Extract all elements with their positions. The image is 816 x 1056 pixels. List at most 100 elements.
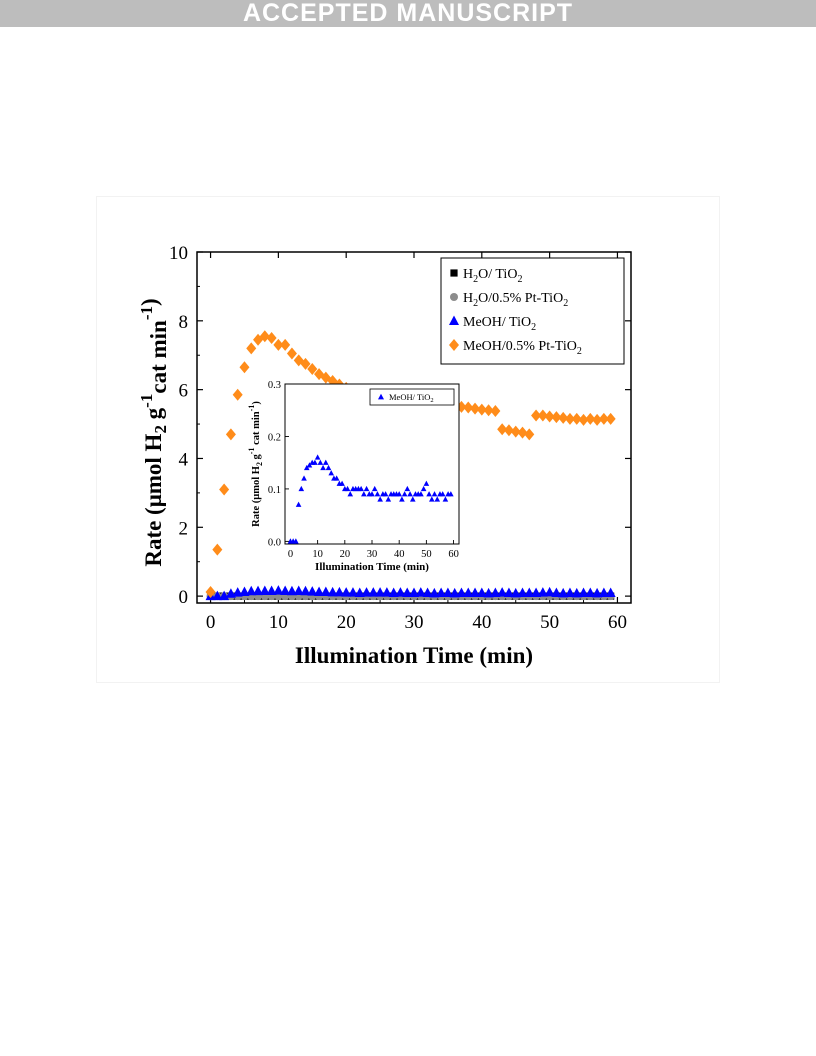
data-point [368, 587, 379, 597]
legend-box [440, 257, 625, 365]
data-point [347, 587, 358, 597]
data-point [219, 483, 230, 496]
legend-marker [449, 315, 459, 325]
data-point [246, 585, 257, 596]
data-point [571, 412, 582, 425]
data-point [415, 587, 426, 597]
data-point [286, 347, 297, 360]
main-legend: H2O/ TiO2 H2O/0.5% Pt-TiO2 MeOH/ TiO2 MeOH/… [440, 257, 625, 365]
inset-data-point [363, 485, 370, 492]
data-point [483, 404, 494, 417]
data-point [266, 332, 277, 345]
data-point [598, 412, 609, 425]
data-point [490, 587, 501, 598]
legend-marker [450, 269, 458, 277]
inset-data-point [382, 491, 389, 497]
data-point [490, 404, 501, 417]
data-point [605, 412, 616, 425]
inset-y-tick-label: 0.0 [268, 537, 281, 548]
data-point [558, 411, 569, 424]
inset-data-point [320, 464, 326, 471]
data-point [476, 403, 487, 416]
x-tick-label: 60 [608, 612, 627, 633]
data-point [558, 587, 569, 598]
inset-data-point [339, 480, 345, 486]
data-point [212, 590, 223, 601]
inset-data-point [429, 496, 435, 502]
data-point [239, 361, 250, 374]
data-point [497, 587, 508, 597]
data-point [232, 587, 243, 597]
y-tick-label: 10 [169, 243, 188, 264]
data-point [375, 587, 386, 597]
data-point [402, 587, 413, 598]
inset-data-point [399, 496, 405, 502]
inset-x-tick-label: 10 [312, 549, 323, 560]
data-point [598, 587, 609, 598]
data-point [395, 587, 406, 597]
data-point [497, 423, 508, 436]
x-tick-label: 10 [269, 612, 288, 633]
data-point [307, 363, 318, 375]
inset-x-axis-label: Illumination Time (min) [315, 561, 429, 573]
data-point [476, 587, 487, 598]
data-point [361, 587, 372, 597]
data-point [354, 587, 365, 598]
data-point [381, 587, 392, 597]
inset-data-point [426, 491, 432, 497]
data-point [442, 587, 453, 598]
data-point [585, 587, 596, 598]
inset-data-point [442, 496, 449, 502]
data-point [334, 586, 345, 597]
inset-data-point [385, 496, 392, 502]
data-point [517, 426, 528, 439]
inset-data-point [434, 496, 441, 502]
inset-data-point [423, 480, 430, 486]
data-point [286, 585, 297, 596]
data-point [388, 587, 399, 598]
x-tick-label: 40 [472, 612, 491, 633]
data-point [422, 587, 433, 598]
inset-data-point [317, 459, 324, 465]
data-point [225, 428, 236, 441]
data-point [436, 587, 447, 598]
inset-data-point [439, 491, 446, 497]
data-point [592, 587, 603, 598]
legend-label: H2O/ TiO2 [463, 267, 522, 285]
inset-x-tick-label: 0 [288, 549, 293, 560]
inset-data-point [418, 491, 424, 497]
data-point [314, 586, 325, 596]
inset-data-point [333, 475, 340, 481]
data-point [239, 586, 250, 596]
inset-data-point [420, 485, 427, 492]
data-point [409, 587, 419, 598]
banner-text: ACCEPTED MANUSCRIPT [242, 0, 574, 27]
data-point [544, 586, 555, 597]
x-tick-label: 0 [206, 612, 216, 633]
data-point [320, 586, 331, 596]
legend-marker [450, 293, 458, 301]
inset-data-point [371, 485, 378, 492]
data-point [300, 585, 311, 596]
data-point [585, 412, 596, 425]
data-point [259, 585, 270, 595]
inset-y-tick-label: 0.1 [268, 485, 281, 496]
data-point [463, 401, 474, 414]
data-point [449, 587, 460, 598]
data-point [578, 413, 589, 426]
y-axis-label: Rate (μmol H2 g-1cat min-1) [137, 298, 171, 566]
inset-x-tick-label: 60 [448, 549, 459, 560]
data-point [483, 587, 494, 598]
data-point [551, 587, 562, 598]
data-point [273, 338, 284, 351]
data-point [341, 587, 352, 597]
data-point [510, 425, 521, 438]
data-point [212, 543, 223, 556]
legend-label: H2O/0.5% Pt-TiO2 [463, 291, 568, 309]
data-point [463, 587, 474, 598]
data-point [592, 413, 603, 426]
data-point [456, 587, 467, 598]
data-point [266, 585, 277, 595]
data-point [280, 338, 291, 351]
